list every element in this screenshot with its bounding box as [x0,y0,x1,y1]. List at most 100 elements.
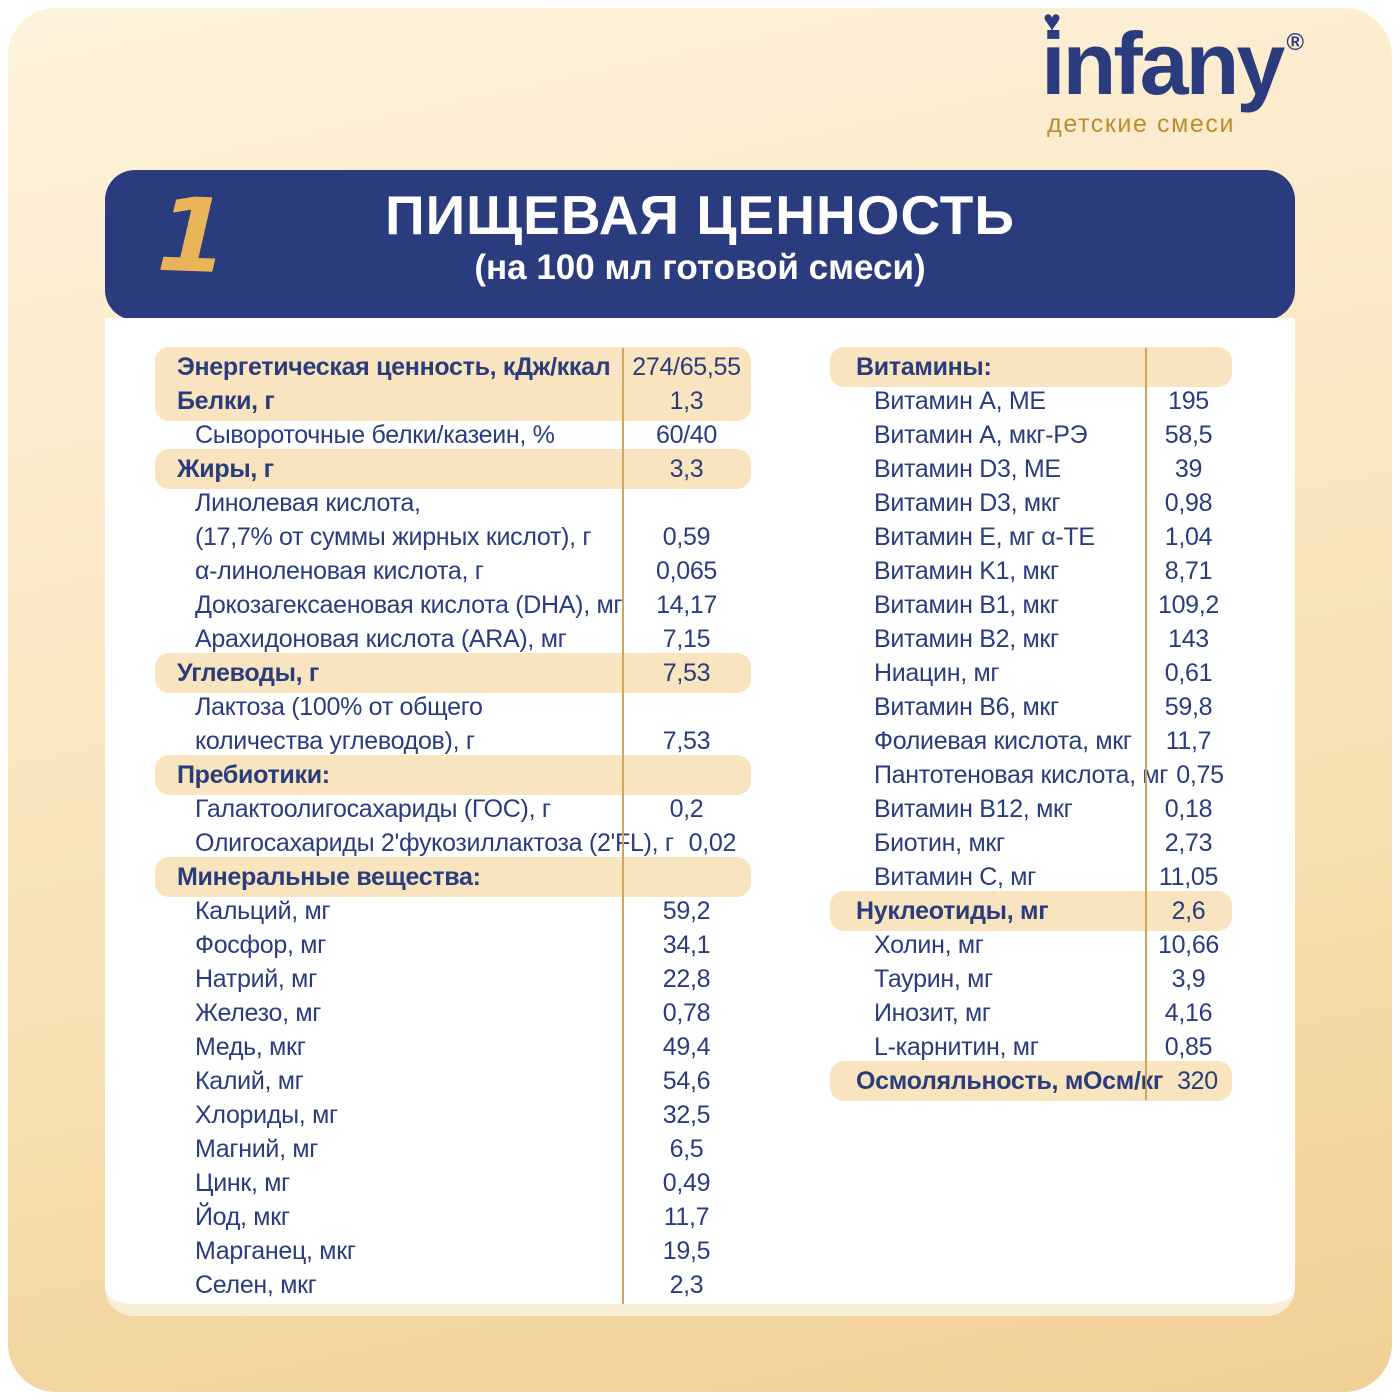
row-label: Белки, г [177,386,275,415]
row-value: 0,75 [1176,760,1224,789]
row-value: 2,6 [1171,896,1206,925]
row-value: 11,05 [1158,862,1219,891]
row-value: 0,2 [669,794,704,823]
table-row: Кальций, мг 59,2 [155,894,751,928]
row-label: Витамин D3, мкг [874,488,1061,517]
table-row: α-линоленовая кислота, г 0,065 [155,554,751,588]
row-label: Витамин B12, мкг [874,794,1073,823]
row-value: 19,5 [662,1236,711,1265]
row-label: Йод, мкг [195,1202,290,1231]
row-value: 49,4 [662,1032,711,1061]
row-label: Селен, мкг [195,1270,317,1299]
row-value: 109,2 [1157,590,1220,619]
row-value: 0,49 [662,1168,711,1197]
row-label: Витамин A, мкг-РЭ [874,420,1088,449]
table-row: Хлориды, мг 32,5 [155,1098,751,1132]
row-value: 0,59 [662,522,711,551]
row-label: Олигосахариды 2'фукозиллактоза (2'FL), г [195,828,674,857]
row-label: Фосфор, мг [195,930,326,959]
row-value: 7,15 [662,624,711,653]
row-value: 2,3 [669,1270,704,1299]
table-row: Осмоляльность, мОсм/кг 320 [830,1061,1232,1101]
section-banner: 1 ПИЩЕВАЯ ЦЕННОСТЬ (на 100 мл готовой см… [105,170,1295,320]
table-row: Минеральные вещества: [155,857,751,897]
table-row: Цинк, мг 0,49 [155,1166,751,1200]
row-label: Сывороточные белки/казеин, % [195,420,555,449]
row-label: Докозагексаеновая кислота (DHA), мг [195,590,623,619]
table-row: Витамин K1, мкг 8,71 [830,554,1232,588]
table-row: Углеводы, г 7,53 [155,653,751,693]
row-label: Витамины: [856,352,992,381]
column-separator [1145,348,1147,1100]
row-value: 11,7 [663,1202,710,1231]
table-row: Жиры, г 3,3 [155,449,751,489]
row-label: (17,7% от суммы жирных кислот), г [195,522,592,551]
row-value: 4,16 [1164,998,1213,1027]
row-value: 14,17 [656,590,718,619]
row-label: Нуклеотиды, мг [856,896,1049,925]
row-value: 8,71 [1164,556,1213,585]
table-row: Витамин B2, мкг 143 [830,622,1232,656]
table-row: Пантотеновая кислота, мг 0,75 [830,758,1232,792]
row-label: Жиры, г [177,454,274,483]
row-label: Витамин C, мг [874,862,1036,891]
table-row: Инозит, мг 4,16 [830,996,1232,1030]
row-value: 1,04 [1164,522,1213,551]
row-value: 7,53 [662,658,711,687]
table-row: Энергетическая ценность, кДж/ккал 274/65,… [155,347,751,387]
table-row: Витамин B12, мкг 0,18 [830,792,1232,826]
row-label: α-линоленовая кислота, г [195,556,484,585]
row-value: 195 [1168,386,1209,415]
row-value: 0,98 [1164,488,1213,517]
row-label: Пребиотики: [177,760,330,789]
row-value: 34,1 [662,930,711,959]
table-row: Галактоолигосахариды (ГОС), г 0,2 [155,792,751,826]
row-value: 10,66 [1157,930,1220,959]
row-label: Пантотеновая кислота, мг [874,760,1169,789]
row-label: Витамин E, мг α-ТЕ [874,522,1095,551]
brand-logo: ♥ infany ® детские смеси [1041,7,1304,139]
table-row: Нуклеотиды, мг 2,6 [830,891,1232,931]
table-row: Докозагексаеновая кислота (DHA), мг 14,17 [155,588,751,622]
row-label: Витамин D3, МЕ [874,454,1061,483]
row-value: 39 [1174,454,1203,483]
table-row: Витамин B1, мкг 109,2 [830,588,1232,622]
table-row: Натрий, мг 22,8 [155,962,751,996]
table-row: Витамин A, МЕ 195 [830,384,1232,418]
table-row: Фолиевая кислота, мкг 11,7 [830,724,1232,758]
column-separator [622,348,624,1304]
row-label: количества углеводов), г [195,726,475,755]
table-row: Калий, мг 54,6 [155,1064,751,1098]
row-label: Витамин B6, мкг [874,692,1059,721]
row-value: 0,18 [1164,794,1213,823]
table-row: Витамин B6, мкг 59,8 [830,690,1232,724]
row-label: Натрий, мг [195,964,317,993]
brand-logo-text: ♥ infany ® [1041,7,1304,108]
row-label: Линолевая кислота, [195,488,421,517]
row-value: 274/65,55 [632,352,741,381]
row-label: Кальций, мг [195,896,331,925]
heart-icon: ♥ [1043,5,1061,38]
row-value: 143 [1168,624,1209,653]
table-row: Олигосахариды 2'фукозиллактоза (2'FL), г… [155,826,751,860]
row-label: Витамин K1, мкг [874,556,1059,585]
row-value: 0,61 [1164,658,1213,687]
brand-tagline: детские смеси [1047,109,1236,138]
step-number: 1 [154,175,231,298]
row-label: L-карнитин, мг [874,1032,1039,1061]
row-label: Витамин B1, мкг [874,590,1059,619]
table-row: Линолевая кислота, [155,486,751,520]
table-row: Селен, мкг 2,3 [155,1268,751,1302]
table-row: Магний, мг 6,5 [155,1132,751,1166]
row-value: 0,78 [662,998,711,1027]
row-value: 59,8 [1164,692,1213,721]
row-label: Витамин A, МЕ [874,386,1046,415]
row-label: Галактоолигосахариды (ГОС), г [195,794,551,823]
table-row: Витамин D3, мкг 0,98 [830,486,1232,520]
row-value: 60/40 [655,420,718,449]
row-label: Витамин B2, мкг [874,624,1059,653]
row-value: 54,6 [662,1066,711,1095]
table-row: Арахидоновая кислота (ARA), мг 7,15 [155,622,751,656]
row-label: Цинк, мг [195,1168,290,1197]
